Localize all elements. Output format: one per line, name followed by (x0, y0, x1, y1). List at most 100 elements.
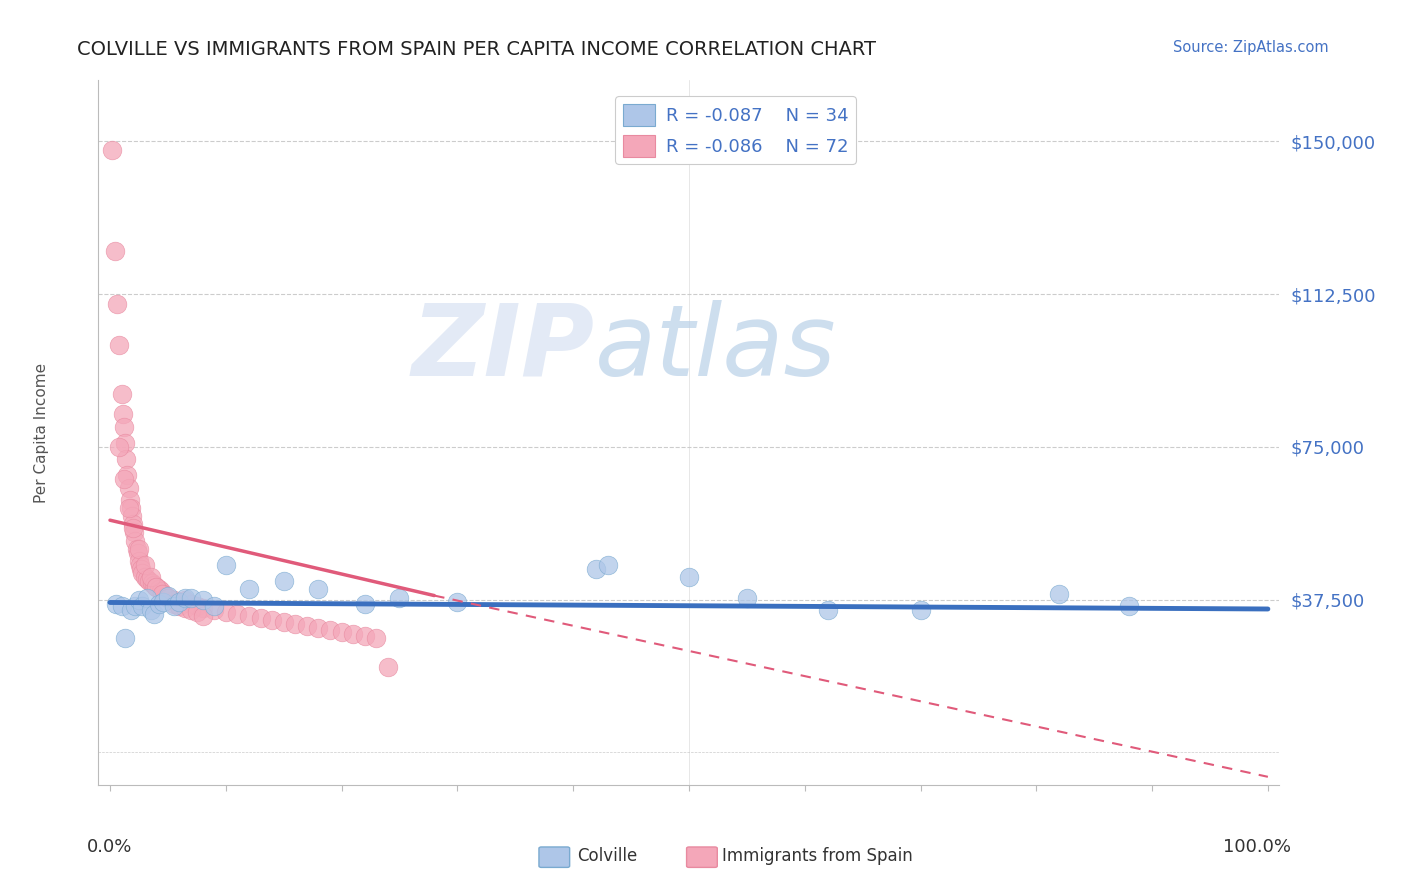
Point (136, 591, 159, 605)
Point (108, 338, 131, 352)
Point (110, 387, 132, 401)
FancyBboxPatch shape (538, 847, 569, 867)
Point (101, 143, 124, 157)
Text: Colville: Colville (576, 847, 637, 865)
Point (1118, 599, 1140, 613)
Point (125, 541, 148, 556)
Point (353, 629, 375, 643)
Point (1049, 586, 1071, 600)
Point (150, 586, 173, 600)
Point (120, 500, 142, 515)
Point (678, 570, 700, 584)
Point (128, 554, 150, 568)
Point (108, 440, 131, 454)
Point (284, 617, 307, 632)
Point (122, 517, 145, 532)
Point (114, 435, 136, 450)
Point (105, 297, 128, 311)
Point (169, 599, 191, 613)
Point (112, 419, 135, 434)
Point (134, 558, 156, 572)
Point (585, 562, 607, 576)
Point (143, 607, 166, 621)
Text: Source: ZipAtlas.com: Source: ZipAtlas.com (1173, 40, 1329, 55)
Point (156, 591, 179, 605)
Point (202, 603, 225, 617)
Point (330, 625, 353, 640)
Point (104, 597, 127, 611)
Point (139, 570, 162, 584)
Point (174, 591, 197, 605)
Point (163, 599, 186, 613)
Point (115, 452, 138, 467)
Point (353, 597, 375, 611)
Point (163, 592, 186, 607)
Point (215, 605, 238, 619)
Point (124, 599, 146, 613)
Point (307, 621, 329, 635)
Point (128, 541, 150, 556)
Point (388, 591, 411, 605)
Point (124, 533, 146, 548)
Point (191, 608, 214, 623)
Point (127, 546, 149, 560)
Legend: R = -0.087    N = 34, R = -0.086    N = 72: R = -0.087 N = 34, R = -0.086 N = 72 (616, 96, 856, 164)
Point (156, 589, 179, 603)
Point (155, 589, 177, 603)
Point (152, 586, 174, 600)
Point (295, 619, 318, 633)
FancyBboxPatch shape (686, 847, 717, 867)
Point (104, 244, 127, 259)
Point (169, 595, 191, 609)
Point (174, 592, 197, 607)
Text: Immigrants from Spain: Immigrants from Spain (723, 847, 912, 865)
Point (121, 509, 143, 524)
Point (238, 582, 260, 597)
Point (342, 627, 364, 641)
Point (124, 525, 146, 540)
Point (110, 599, 132, 613)
Point (596, 558, 619, 572)
Point (145, 581, 167, 595)
Point (156, 591, 179, 605)
Text: ZIP: ZIP (412, 300, 595, 397)
Point (117, 481, 139, 495)
Text: Per Capita Income: Per Capita Income (34, 362, 49, 503)
Point (163, 597, 186, 611)
Point (169, 595, 191, 609)
Point (114, 632, 136, 646)
Text: 0.0%: 0.0% (87, 838, 132, 855)
Point (262, 613, 284, 627)
Point (117, 500, 139, 515)
Point (141, 576, 163, 591)
Point (186, 605, 208, 619)
Point (131, 599, 153, 613)
Point (111, 407, 134, 421)
Point (149, 584, 172, 599)
Point (186, 599, 208, 613)
Point (377, 660, 399, 674)
Point (134, 570, 156, 584)
Point (215, 558, 238, 572)
Point (145, 581, 167, 595)
Point (118, 492, 141, 507)
Text: atlas: atlas (595, 300, 837, 397)
Point (191, 592, 214, 607)
Point (138, 574, 160, 589)
Point (139, 603, 162, 617)
Point (202, 599, 225, 613)
Point (817, 603, 839, 617)
Point (148, 582, 170, 597)
Point (735, 591, 758, 605)
Point (143, 578, 166, 592)
Point (307, 582, 329, 597)
Point (129, 558, 152, 572)
Point (128, 592, 150, 607)
Point (152, 595, 174, 609)
Point (180, 591, 202, 605)
Point (148, 597, 170, 611)
Point (319, 623, 342, 637)
Point (180, 603, 202, 617)
Point (120, 603, 142, 617)
Point (129, 562, 152, 576)
